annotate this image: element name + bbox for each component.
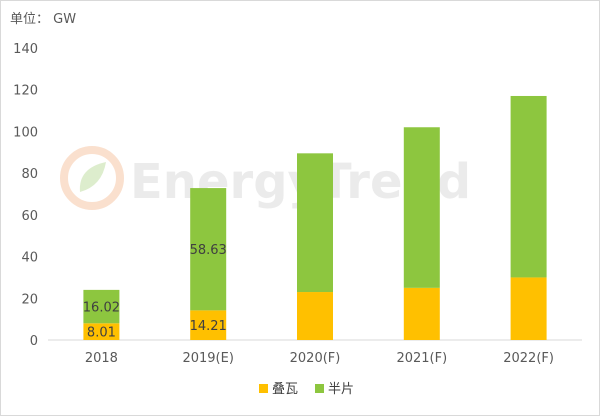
unit-label: 单位： GW: [10, 12, 77, 27]
data-label-3: 58.63: [190, 243, 227, 258]
bar-s0-0: [83, 323, 120, 340]
data-label-2: 14.21: [190, 319, 227, 334]
bar-s0-3: [403, 287, 440, 340]
bar-s1-1: [190, 188, 227, 311]
data-label-0: 8.01: [87, 326, 116, 341]
x-tick-label-0: 2018: [85, 351, 118, 366]
y-tick-label-2: 40: [21, 251, 38, 266]
y-tick-label-7: 140: [13, 42, 38, 57]
watermark-logo-ring: [60, 146, 124, 210]
legend-swatch-0: [259, 384, 268, 393]
bar-s1-3: [403, 127, 440, 288]
y-tick-label-0: 0: [30, 334, 38, 349]
bar-s1-2: [297, 153, 333, 293]
watermark-logo-leaf: [79, 162, 106, 192]
bar-s0-4: [510, 277, 547, 340]
x-tick-label-3: 2021(F): [396, 351, 447, 366]
y-tick-label-4: 80: [21, 167, 38, 182]
y-tick-label-6: 120: [13, 84, 38, 99]
x-tick-label-2: 2020(F): [290, 351, 341, 366]
legend-label-1: 半片: [328, 382, 354, 397]
y-tick-label-5: 100: [13, 125, 38, 140]
x-tick-label-1: 2019(E): [182, 351, 233, 366]
data-label-1: 16.02: [83, 301, 120, 316]
bar-s1-0: [83, 289, 120, 324]
x-tick-label-4: 2022(F): [503, 351, 554, 366]
legend-label-0: 叠瓦: [272, 382, 298, 397]
y-tick-label-1: 20: [21, 292, 38, 307]
legend-swatch-1: [315, 384, 324, 393]
bar-s0-2: [297, 292, 333, 340]
y-tick-label-3: 60: [21, 209, 38, 224]
bar-s0-1: [190, 310, 227, 340]
bar-s1-4: [510, 95, 547, 278]
